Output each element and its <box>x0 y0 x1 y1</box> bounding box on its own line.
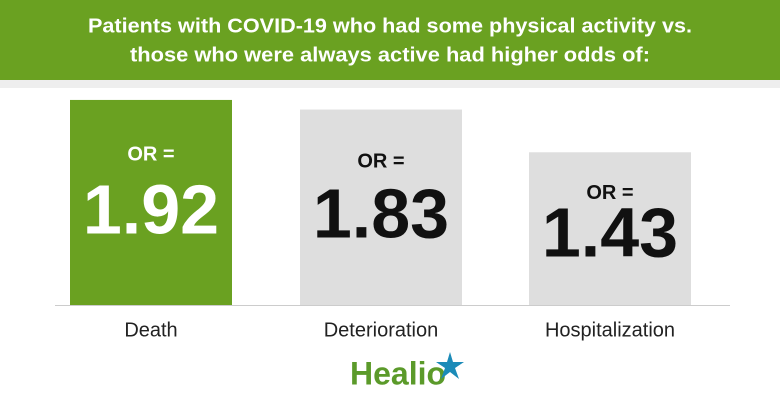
value-label: 1.43 <box>542 193 678 271</box>
value-prefix: OR = <box>127 144 174 166</box>
header-shadow <box>0 80 780 88</box>
category-label: Hospitalization <box>545 319 675 341</box>
value-label: 1.92 <box>83 170 219 248</box>
chart-title-line: Patients with COVID-19 who had some phys… <box>88 15 692 37</box>
logo: Healio <box>350 352 464 391</box>
header-band <box>0 0 780 80</box>
bar <box>529 152 691 305</box>
category-label: Death <box>124 319 177 341</box>
value-prefix: OR = <box>357 151 404 173</box>
chart-title-line: those who were always active had higher … <box>130 44 650 66</box>
value-label: 1.83 <box>313 174 449 252</box>
logo-text: Healio <box>350 355 446 391</box>
logo-star <box>436 352 464 379</box>
category-label: Deterioration <box>324 319 439 341</box>
bar <box>70 99 232 305</box>
bar <box>300 109 462 305</box>
value-prefix: OR = <box>586 182 633 204</box>
